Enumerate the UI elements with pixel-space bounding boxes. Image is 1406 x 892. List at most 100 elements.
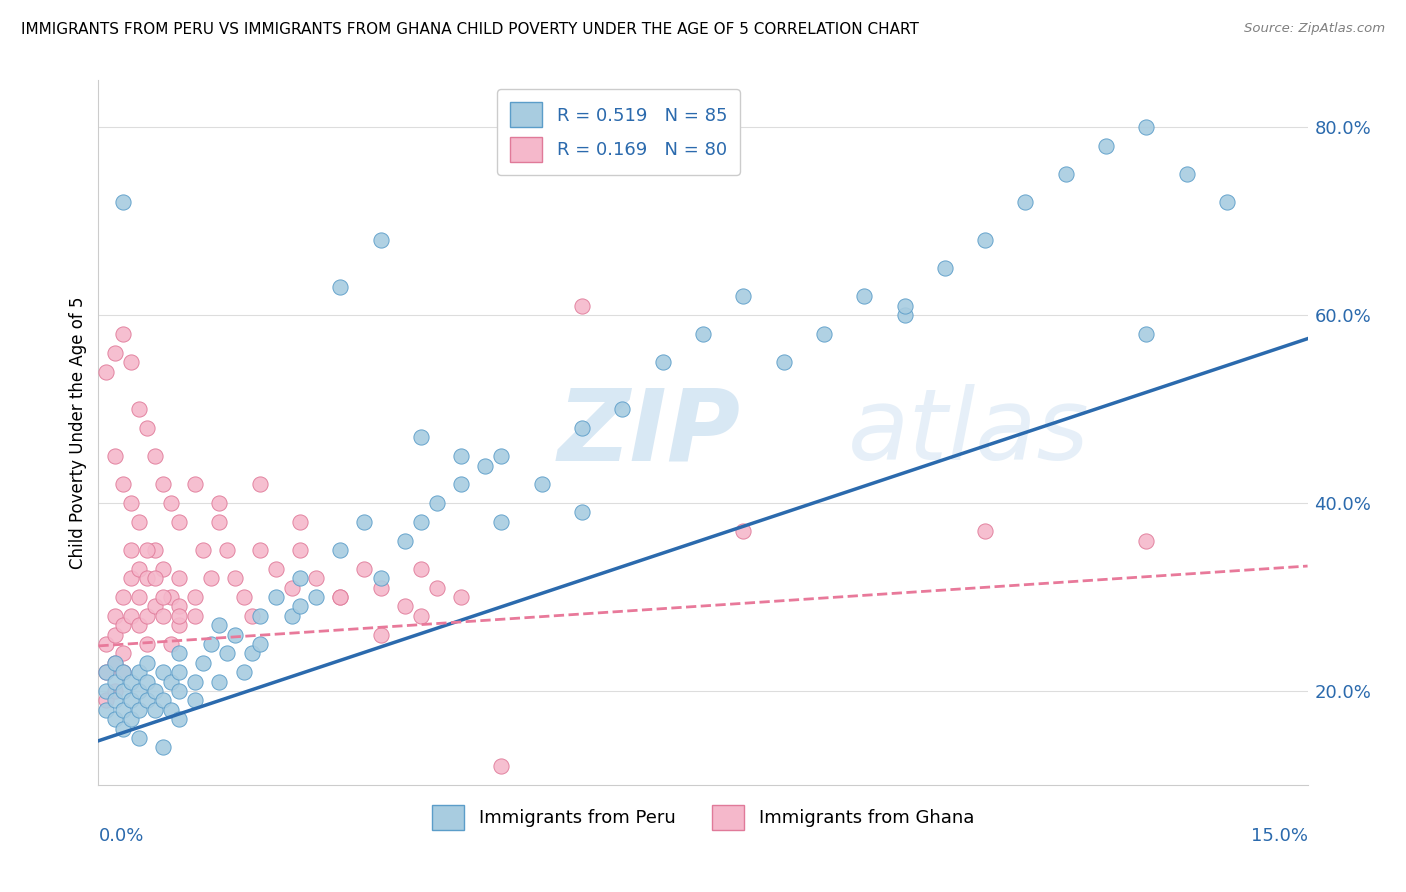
Point: [370, 627, 392, 641]
Point: [135, 571, 157, 585]
Point: [474, 458, 496, 473]
Point: [128, 515, 150, 529]
Point: [893, 299, 915, 313]
Point: [111, 477, 134, 491]
Point: [853, 289, 876, 303]
Point: [167, 665, 190, 680]
Point: [111, 665, 134, 680]
Point: [152, 665, 174, 680]
Point: [491, 449, 513, 463]
Point: [651, 355, 673, 369]
Point: [305, 590, 328, 604]
Point: [692, 326, 714, 341]
Point: [934, 261, 956, 276]
Point: [240, 647, 263, 661]
Point: [103, 627, 125, 641]
Text: IMMIGRANTS FROM PERU VS IMMIGRANTS FROM GHANA CHILD POVERTY UNDER THE AGE OF 5 C: IMMIGRANTS FROM PERU VS IMMIGRANTS FROM …: [21, 22, 920, 37]
Point: [1054, 167, 1077, 181]
Point: [152, 693, 174, 707]
Point: [167, 712, 190, 726]
Point: [152, 562, 174, 576]
Point: [288, 543, 311, 558]
Point: [217, 543, 239, 558]
Point: [128, 731, 150, 745]
Point: [167, 684, 190, 698]
Point: [103, 608, 125, 623]
Point: [184, 693, 207, 707]
Point: [813, 326, 835, 341]
Point: [135, 656, 157, 670]
Point: [167, 571, 190, 585]
Point: [409, 515, 432, 529]
Text: atlas: atlas: [848, 384, 1090, 481]
Point: [249, 477, 271, 491]
Point: [491, 759, 513, 773]
Point: [135, 421, 157, 435]
Point: [160, 637, 183, 651]
Point: [571, 421, 593, 435]
Point: [733, 289, 755, 303]
Point: [120, 571, 142, 585]
Point: [167, 618, 190, 632]
Point: [184, 674, 207, 689]
Point: [128, 590, 150, 604]
Point: [152, 477, 174, 491]
Point: [152, 590, 174, 604]
Point: [193, 543, 215, 558]
Point: [96, 703, 118, 717]
Point: [288, 515, 311, 529]
Point: [120, 693, 142, 707]
Point: [264, 562, 287, 576]
Text: 15.0%: 15.0%: [1250, 827, 1308, 846]
Point: [733, 524, 755, 539]
Point: [893, 308, 915, 322]
Point: [103, 656, 125, 670]
Point: [329, 590, 352, 604]
Point: [1216, 195, 1239, 210]
Point: [208, 618, 231, 632]
Point: [135, 608, 157, 623]
Point: [111, 665, 134, 680]
Point: [128, 703, 150, 717]
Point: [612, 402, 634, 417]
Point: [450, 590, 472, 604]
Point: [329, 280, 352, 294]
Point: [426, 581, 449, 595]
Point: [120, 355, 142, 369]
Point: [96, 365, 118, 379]
Point: [409, 608, 432, 623]
Point: [128, 402, 150, 417]
Point: [1135, 120, 1157, 135]
Point: [329, 543, 352, 558]
Point: [232, 665, 254, 680]
Point: [200, 637, 222, 651]
Point: [370, 581, 392, 595]
Point: [772, 355, 794, 369]
Point: [111, 722, 134, 736]
Point: [184, 590, 207, 604]
Point: [232, 590, 254, 604]
Point: [281, 581, 304, 595]
Point: [120, 496, 142, 510]
Point: [103, 693, 125, 707]
Point: [135, 674, 157, 689]
Point: [167, 515, 190, 529]
Point: [208, 674, 231, 689]
Point: [111, 647, 134, 661]
Point: [394, 533, 416, 548]
Point: [281, 608, 304, 623]
Point: [111, 684, 134, 698]
Point: [135, 543, 157, 558]
Point: [329, 590, 352, 604]
Point: [249, 543, 271, 558]
Point: [103, 674, 125, 689]
Point: [217, 647, 239, 661]
Point: [450, 477, 472, 491]
Point: [96, 665, 118, 680]
Point: [128, 562, 150, 576]
Point: [450, 449, 472, 463]
Point: [96, 637, 118, 651]
Point: [111, 618, 134, 632]
Point: [491, 515, 513, 529]
Point: [120, 543, 142, 558]
